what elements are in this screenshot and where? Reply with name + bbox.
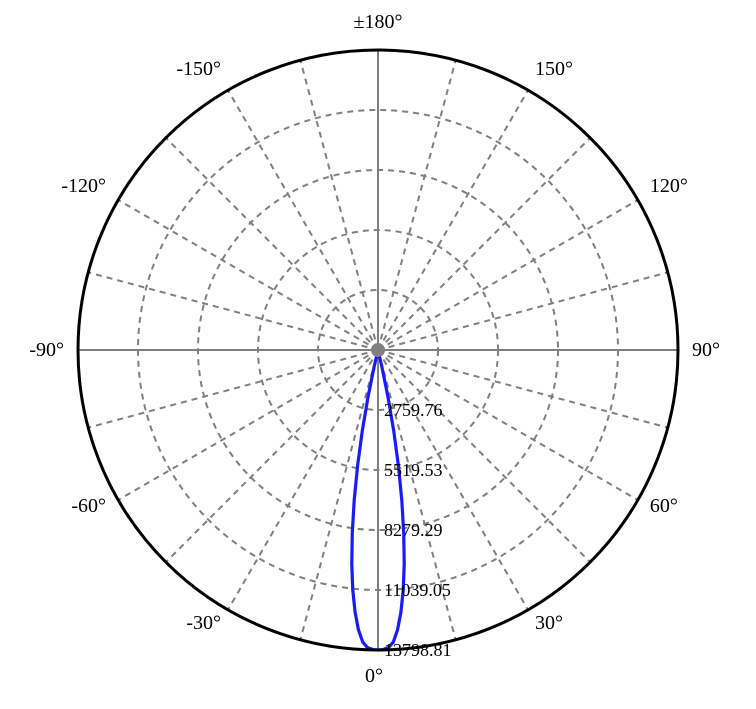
- angle-label: 0°: [365, 665, 383, 687]
- angle-label: 60°: [650, 495, 678, 517]
- angle-label: -60°: [71, 495, 106, 517]
- angle-label: -120°: [61, 175, 106, 197]
- angle-label: 120°: [650, 175, 688, 197]
- angle-label: -150°: [176, 58, 221, 80]
- polar-chart: 2759.76 5519.53 8279.29 11039.05 13798.81 ±18…: [0, 0, 756, 709]
- radial-tick-label: 11039.05: [384, 580, 451, 600]
- angle-label: 90°: [692, 339, 720, 361]
- angle-label: -90°: [29, 339, 64, 361]
- angle-label: ±180°: [354, 11, 403, 33]
- radial-tick-label: 5519.53: [384, 460, 443, 480]
- radial-tick-label: 8279.29: [384, 520, 443, 540]
- center-dot: [371, 343, 385, 357]
- angle-label: -30°: [186, 612, 221, 634]
- radial-tick-label: 13798.81: [384, 640, 452, 660]
- angle-label: 30°: [535, 612, 563, 634]
- angle-label: 150°: [535, 58, 573, 80]
- radial-tick-label: 2759.76: [384, 400, 443, 420]
